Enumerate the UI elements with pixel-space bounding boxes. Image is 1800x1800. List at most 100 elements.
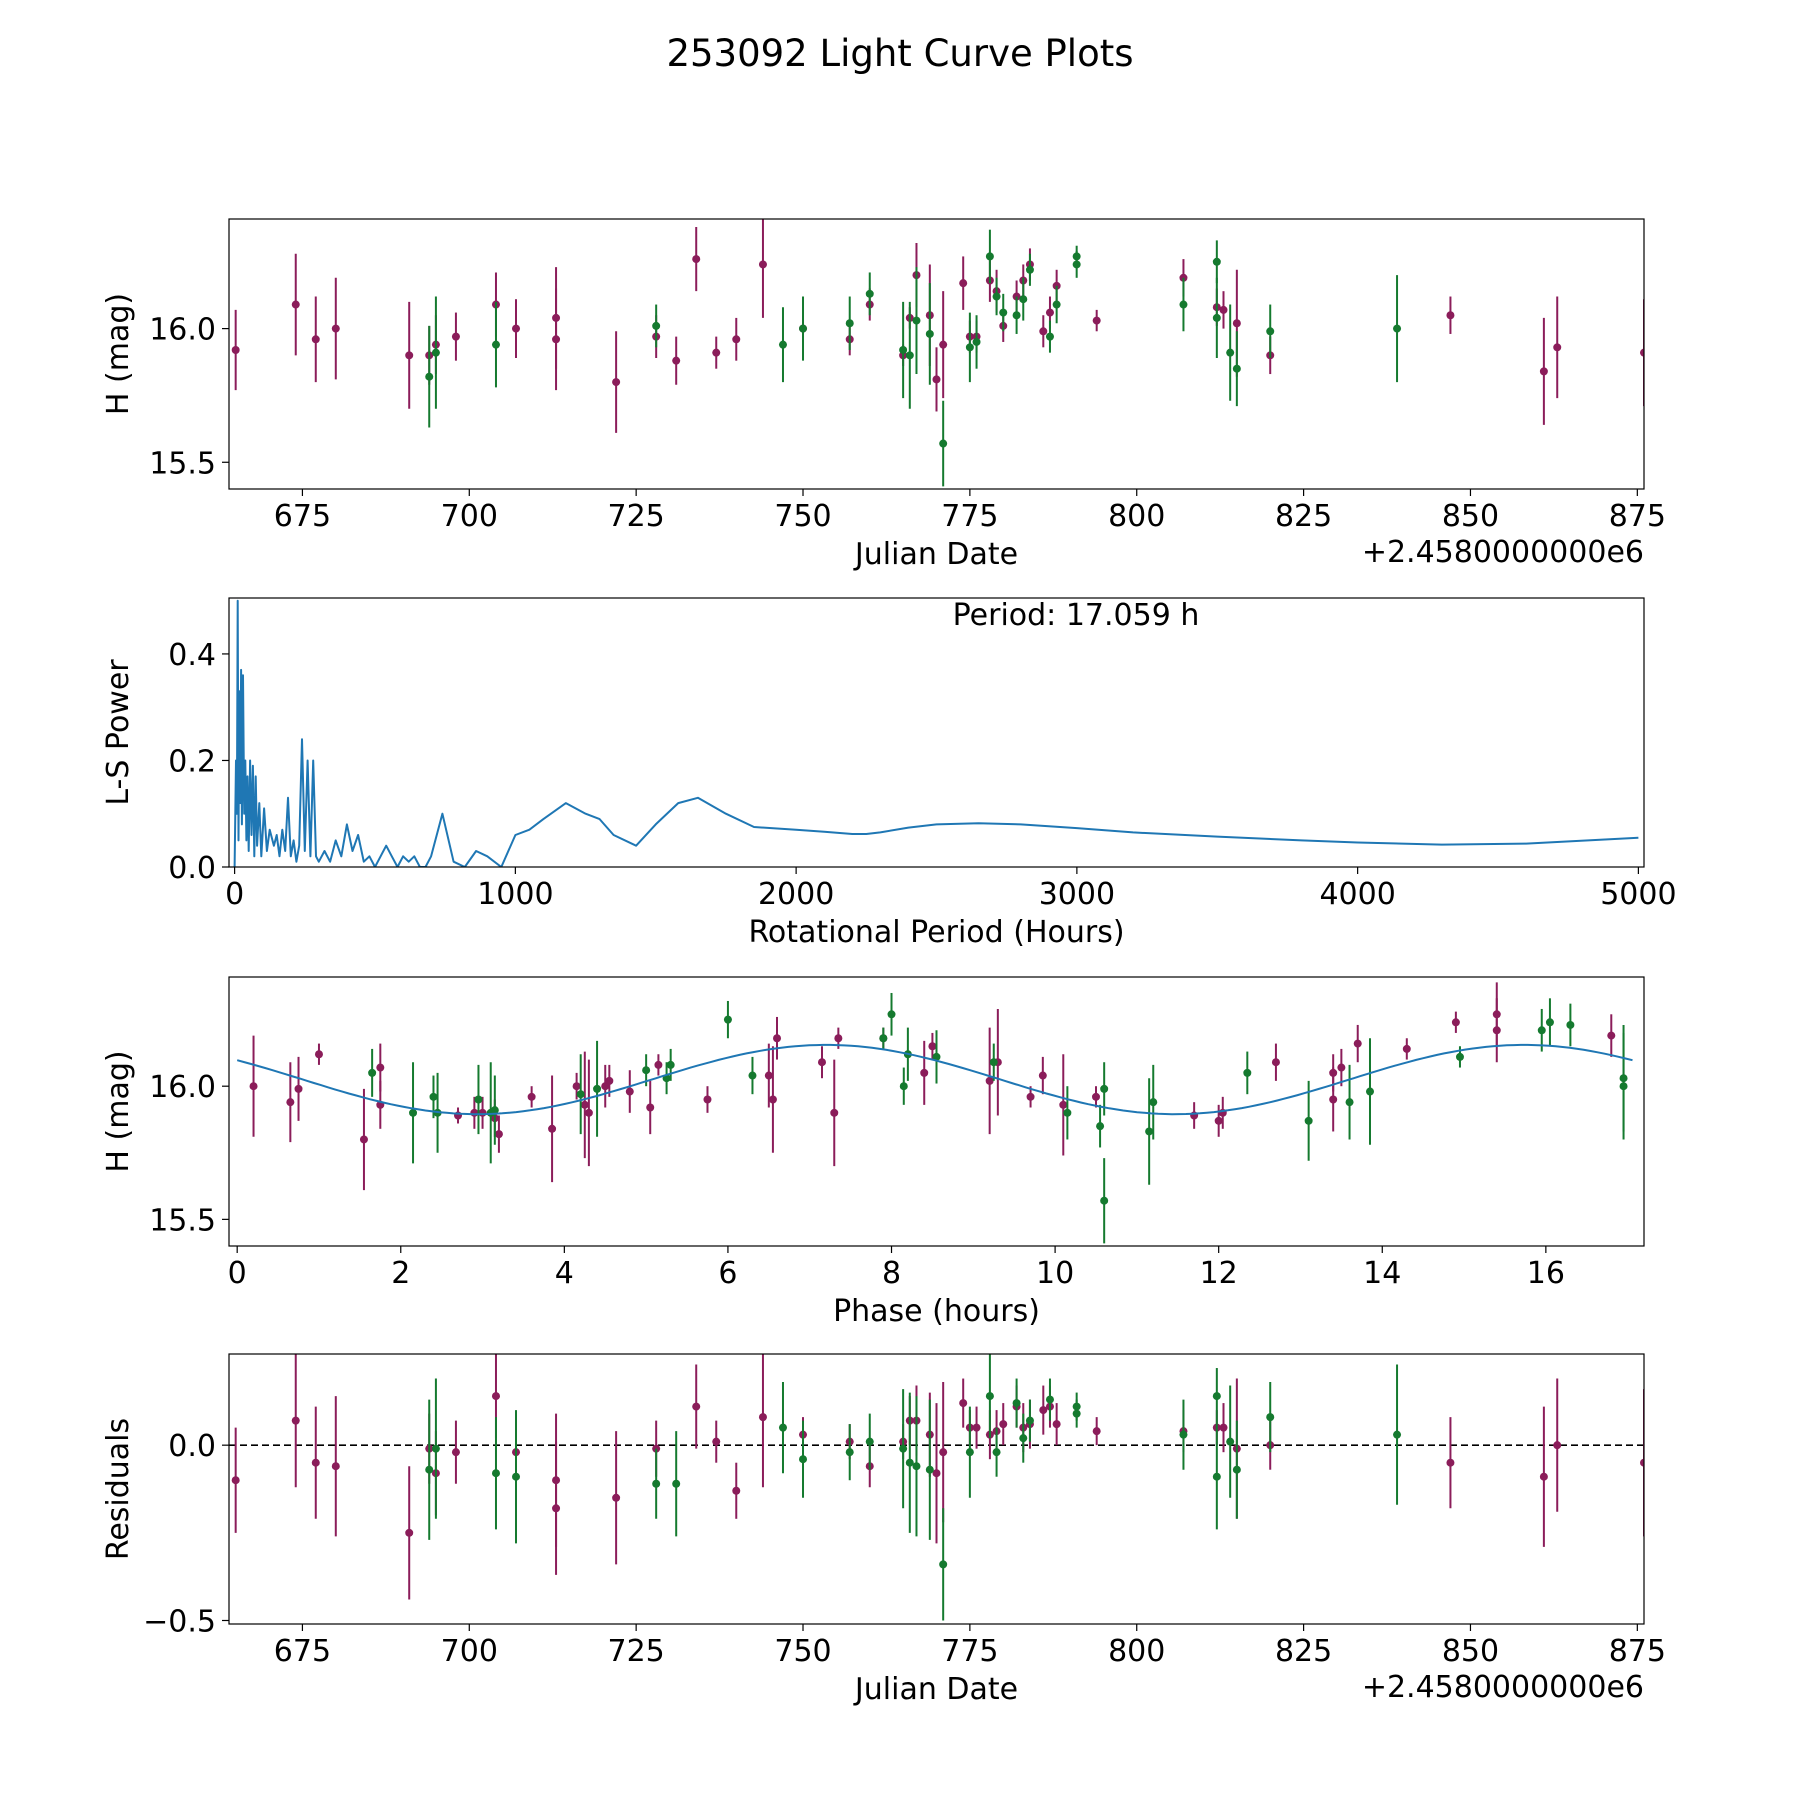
y-tick-label: 0.4 [168, 638, 216, 673]
data-point [294, 1084, 303, 1093]
data-point [490, 1106, 499, 1115]
data-point [830, 1108, 839, 1117]
x-tick-label: 12 [1200, 1256, 1238, 1291]
data-point [712, 1437, 721, 1446]
figure-title: 253092 Light Curve Plots [666, 32, 1133, 75]
x-tick-label: 1000 [477, 877, 553, 912]
data-point [768, 1095, 777, 1104]
data-point [1539, 1472, 1548, 1481]
data-point [1145, 1127, 1154, 1136]
data-point [985, 1392, 994, 1401]
data-point [1045, 1395, 1054, 1404]
x-tick-label: 700 [441, 1634, 498, 1669]
data-point [1446, 1458, 1455, 1467]
data-point [625, 1087, 634, 1096]
data-point [1100, 1196, 1109, 1205]
x-tick-label: 800 [1108, 1634, 1165, 1669]
x-tick-label: 725 [608, 499, 665, 534]
data-point [331, 324, 340, 333]
x-tick-label: 0 [225, 877, 244, 912]
data-point [572, 1082, 581, 1091]
data-point [712, 348, 721, 357]
data-point [992, 292, 1001, 301]
residuals-panel: 675 700 725 750 775 800 825 850 875 −0.5 0.0 Julian… [101, 1353, 1666, 1707]
data-point [612, 1493, 621, 1502]
data-point [1219, 305, 1228, 314]
data-point [999, 1420, 1008, 1429]
data-point [425, 1465, 434, 1474]
data-point [939, 340, 948, 349]
x-tick-label: 725 [608, 1634, 665, 1669]
data-point [368, 1068, 377, 1077]
data-point [652, 1479, 661, 1488]
data-point [817, 1058, 826, 1067]
x-tick-label: 825 [1275, 1634, 1332, 1669]
data-point [1492, 1026, 1501, 1035]
data-point [965, 343, 974, 352]
data-point [451, 332, 460, 341]
data-point [845, 319, 854, 328]
data-point [732, 335, 741, 344]
data-point [985, 1076, 994, 1085]
data-point [311, 1458, 320, 1467]
data-point [1045, 332, 1054, 341]
x-tick-label: 875 [1609, 499, 1666, 534]
data-point [799, 324, 808, 333]
data-point [932, 375, 941, 384]
data-point [672, 1479, 681, 1488]
light-curve-panel: 675 700 725 750 775 800 825 850 875 15.5 16.0 Julia… [101, 218, 1666, 572]
x-tick-label: 850 [1442, 1634, 1499, 1669]
series-purple [231, 1354, 1644, 1600]
x-tick-label: 875 [1609, 1634, 1666, 1669]
x-tick-label: 675 [274, 499, 331, 534]
data-point [1640, 1458, 1644, 1467]
x-tick-label: 3000 [1039, 877, 1115, 912]
data-point [928, 1042, 937, 1051]
data-point [939, 1560, 948, 1569]
data-point [314, 1050, 323, 1059]
data-point [1232, 319, 1241, 328]
data-point [925, 1465, 934, 1474]
data-point [1214, 1116, 1223, 1125]
data-area [233, 599, 1639, 867]
x-tick-label: 4000 [1319, 877, 1395, 912]
data-point [1402, 1044, 1411, 1053]
data-point [1619, 1074, 1628, 1083]
y-axis-label: H (mag) [101, 1050, 136, 1172]
phase-panel: 0 2 4 6 8 10 12 14 16 15.5 16.0 Phase (hours) H (mag… [101, 976, 1645, 1329]
x-tick-label: 5000 [1600, 877, 1676, 912]
data-point [972, 1423, 981, 1432]
data-point [899, 1082, 908, 1091]
y-tick-label: 15.5 [149, 1203, 216, 1238]
x-tick-label: 775 [941, 499, 998, 534]
data-point [1179, 300, 1188, 309]
model-curve [236, 1043, 1633, 1116]
data-point [451, 1448, 460, 1457]
data-point [912, 316, 921, 325]
data-point [939, 1448, 948, 1457]
data-point [249, 1082, 258, 1091]
data-point [311, 335, 320, 344]
data-point [999, 308, 1008, 317]
data-point [989, 1058, 998, 1067]
y-tick-label: 16.0 [149, 1070, 216, 1105]
data-point [1365, 1087, 1374, 1096]
x-tick-label: 825 [1275, 499, 1332, 534]
data-point [1072, 1409, 1081, 1418]
plot-frame [228, 1353, 1645, 1625]
data-point [845, 1448, 854, 1457]
data-point [1393, 1430, 1402, 1439]
data-point [1100, 1084, 1109, 1093]
data-point [1304, 1116, 1313, 1125]
data-point [474, 1095, 483, 1104]
data-point [1219, 1423, 1228, 1432]
data-point [646, 1103, 655, 1112]
data-point [692, 1402, 701, 1411]
x-tick-label: 4 [555, 1256, 574, 1291]
periodogram-line [233, 599, 1639, 867]
data-point [972, 337, 981, 346]
data-point [959, 1399, 968, 1408]
data-point [331, 1462, 340, 1471]
data-point [1640, 348, 1644, 357]
data-point [429, 1092, 438, 1101]
